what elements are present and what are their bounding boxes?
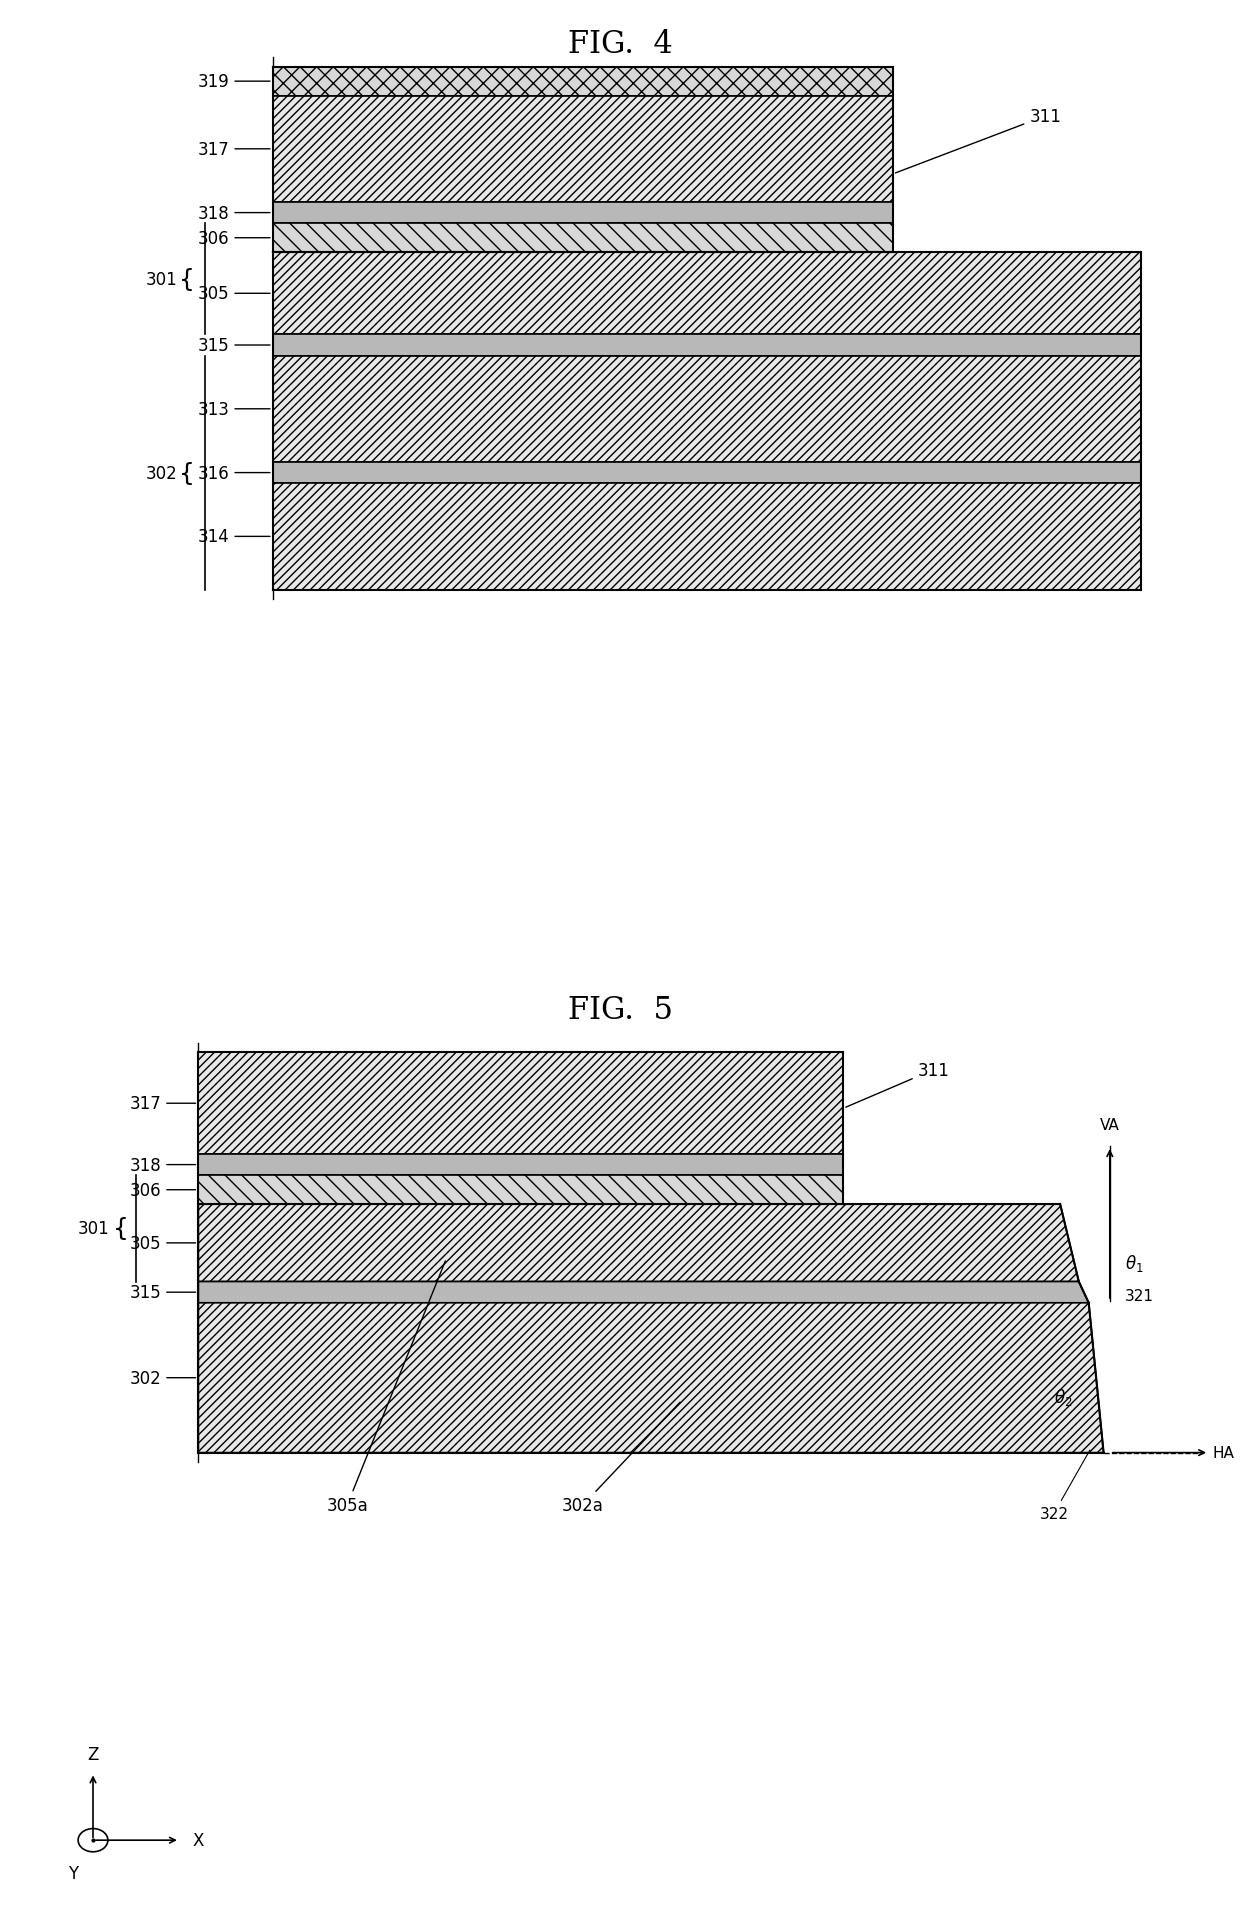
Polygon shape bbox=[198, 1283, 1089, 1302]
Text: 305: 305 bbox=[197, 286, 270, 303]
Text: 317: 317 bbox=[197, 141, 270, 158]
Text: 316: 316 bbox=[197, 464, 270, 483]
Bar bbox=[273, 355, 1141, 462]
Text: FIG.  4: FIG. 4 bbox=[568, 29, 672, 60]
Text: 318: 318 bbox=[129, 1155, 196, 1175]
Text: 305: 305 bbox=[129, 1235, 196, 1252]
Text: 315: 315 bbox=[197, 336, 270, 355]
Text: 306: 306 bbox=[129, 1180, 196, 1200]
Text: 302: 302 bbox=[129, 1370, 196, 1387]
Bar bbox=[273, 464, 1141, 483]
Text: 314: 314 bbox=[197, 527, 270, 547]
Text: 319: 319 bbox=[197, 73, 270, 91]
Text: 318: 318 bbox=[197, 205, 270, 222]
Text: 322: 322 bbox=[1039, 1451, 1090, 1520]
Polygon shape bbox=[198, 1206, 1079, 1283]
Text: $\theta_2$: $\theta_2$ bbox=[1054, 1387, 1073, 1406]
Bar bbox=[273, 334, 1141, 355]
Bar bbox=[273, 483, 1141, 589]
Text: 317: 317 bbox=[129, 1095, 196, 1113]
Text: 302: 302 bbox=[145, 464, 177, 483]
Bar bbox=[273, 68, 893, 97]
Text: HA: HA bbox=[1213, 1445, 1235, 1461]
Bar bbox=[273, 97, 893, 203]
Text: Z: Z bbox=[87, 1745, 99, 1762]
Text: 315: 315 bbox=[129, 1283, 196, 1302]
Text: 311: 311 bbox=[846, 1061, 950, 1107]
Text: 313: 313 bbox=[197, 400, 270, 419]
Bar bbox=[273, 253, 1141, 334]
Text: $\theta_1$: $\theta_1$ bbox=[1125, 1252, 1143, 1273]
Text: {: { bbox=[113, 1217, 129, 1240]
Text: {: { bbox=[179, 462, 195, 485]
Text: 302a: 302a bbox=[562, 1403, 680, 1515]
Polygon shape bbox=[198, 1302, 1104, 1453]
Text: 305a: 305a bbox=[326, 1262, 445, 1515]
Text: 301: 301 bbox=[77, 1219, 109, 1238]
Bar bbox=[273, 224, 893, 253]
Text: X: X bbox=[192, 1832, 203, 1849]
Text: 306: 306 bbox=[197, 230, 270, 247]
Bar bbox=[273, 203, 893, 224]
Text: 321: 321 bbox=[1125, 1289, 1153, 1302]
Bar bbox=[198, 1175, 843, 1206]
Text: VA: VA bbox=[1100, 1117, 1120, 1132]
Text: 301: 301 bbox=[145, 270, 177, 288]
Bar bbox=[198, 1153, 843, 1175]
Text: Y: Y bbox=[68, 1864, 78, 1882]
Bar bbox=[198, 1053, 843, 1153]
Text: 311: 311 bbox=[895, 108, 1061, 174]
Text: {: { bbox=[179, 269, 195, 292]
Text: FIG.  5: FIG. 5 bbox=[568, 995, 672, 1026]
